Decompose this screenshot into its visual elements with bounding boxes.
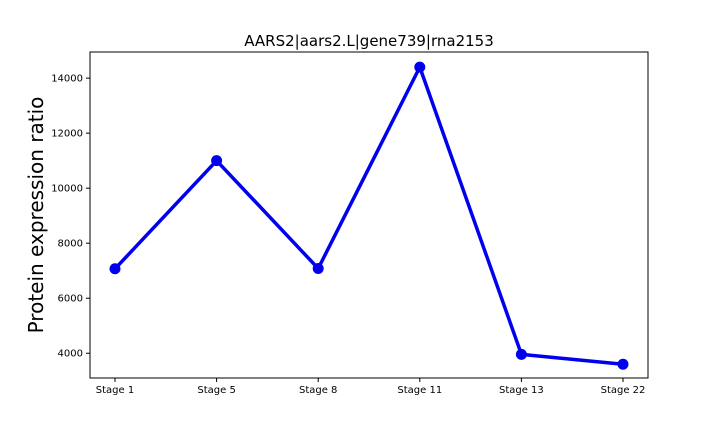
data-point	[617, 358, 629, 370]
data-point	[211, 155, 223, 167]
chart-title: AARS2|aars2.L|gene739|rna2153	[244, 32, 494, 50]
x-tick-label: Stage 22	[601, 385, 646, 396]
data-point	[312, 263, 324, 275]
y-tick-label: 8000	[58, 239, 83, 250]
axes: Stage 1 Stage 5 Stage 8 Stage 11 Stage 13 Sta…	[51, 51, 649, 396]
y-axis-label: Protein expression ratio	[24, 97, 48, 334]
x-tick-label: Stage 8	[299, 385, 337, 396]
y-tick-label: 14000	[51, 74, 83, 85]
x-tick-label: Stage 13	[499, 385, 544, 396]
data-point	[414, 61, 426, 73]
plot-frame	[89, 51, 649, 379]
y-tick-label: 10000	[51, 184, 83, 195]
x-tick-label: Stage 1	[96, 385, 134, 396]
data-point	[515, 348, 527, 360]
x-tick-label: Stage 5	[197, 385, 235, 396]
y-tick-label: 6000	[58, 294, 83, 305]
y-tick-label: 4000	[58, 349, 83, 360]
series-line	[113, 65, 625, 366]
y-tick-label: 12000	[51, 129, 83, 140]
data-point	[109, 263, 121, 275]
data-series	[109, 61, 629, 370]
x-tick-label: Stage 11	[397, 385, 442, 396]
